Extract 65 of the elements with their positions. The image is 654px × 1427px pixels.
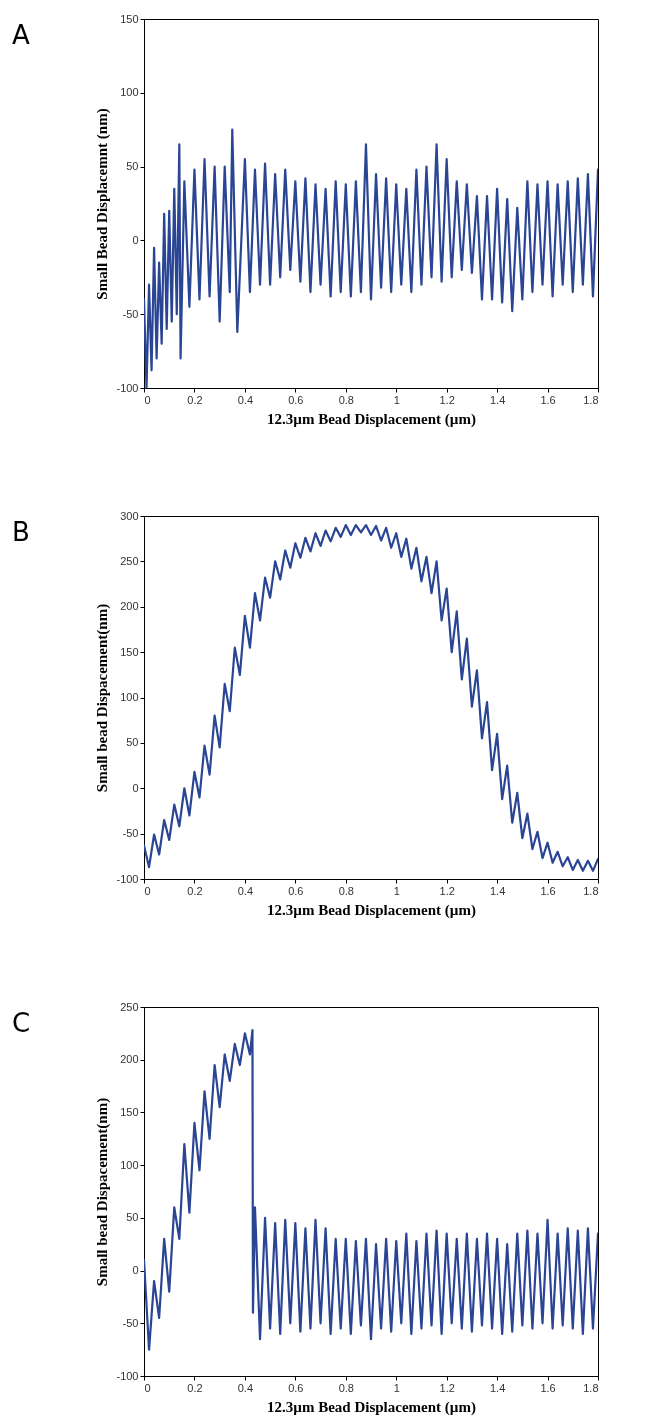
y-tick-label: 50 [126, 736, 139, 749]
x-tick-label: 0.4 [237, 884, 254, 897]
y-tick-label: 50 [126, 160, 139, 173]
x-tick-label: 0.8 [338, 393, 354, 406]
y-axis-title: Small Bead Displacemnt (nm) [94, 108, 112, 300]
line-series [144, 1029, 598, 1351]
x-tick-label: 0.8 [338, 1381, 354, 1394]
y-tick-label: -50 [122, 1316, 139, 1329]
y-tick-label: 0 [132, 1264, 139, 1277]
x-tick-label: 1.4 [489, 1381, 506, 1394]
y-tick-label: -100 [116, 872, 139, 885]
line-series [144, 523, 598, 872]
x-tick-label: 1.2 [439, 884, 455, 897]
x-tick-label: 0.2 [187, 1381, 203, 1394]
line-series [144, 128, 598, 388]
x-tick-label: 0 [144, 884, 151, 897]
y-tick-label: -100 [116, 1369, 139, 1382]
x-axis-title: 12.3µm Bead Displacement (µm) [267, 901, 476, 919]
y-axis-title: Small bead Dispacement(nm) [94, 603, 112, 793]
y-tick-label: 150 [120, 645, 139, 658]
x-tick-label: 1.6 [540, 1381, 556, 1394]
x-tick-label: 0.8 [338, 884, 354, 897]
x-tick-label: 1.8 [583, 884, 599, 897]
x-tick-label: 1 [393, 393, 400, 406]
x-tick-label: 0.6 [288, 884, 304, 897]
y-tick-label: 50 [126, 1211, 139, 1224]
y-tick-label: 0 [132, 233, 139, 246]
x-tick-label: 1 [393, 1381, 400, 1394]
x-tick-label: 1.4 [489, 393, 506, 406]
x-tick-label: 0.2 [187, 884, 203, 897]
y-tick-label: 100 [120, 1158, 139, 1171]
x-tick-label: 0.6 [288, 393, 304, 406]
x-tick-label: 1.4 [489, 884, 506, 897]
x-tick-label: 1.6 [540, 393, 556, 406]
y-tick-label: 200 [120, 600, 139, 613]
y-tick-label: 150 [120, 1105, 139, 1118]
x-tick-label: 1 [393, 884, 400, 897]
x-tick-label: 1.2 [439, 1381, 455, 1394]
x-axis-title: 12.3µm Bead Displacement (µm) [267, 1398, 476, 1416]
y-tick-label: -50 [122, 827, 139, 840]
y-tick-label: 100 [120, 691, 139, 703]
x-tick-label: 1.8 [583, 393, 599, 406]
y-axis-title: Small bead Dispacement(nm) [94, 1097, 112, 1287]
y-tick-label: 0 [132, 781, 139, 794]
chart-title: B [12, 517, 30, 547]
y-tick-label: 150 [120, 12, 139, 25]
y-tick-label: 250 [120, 554, 139, 567]
y-tick-label: 200 [120, 1053, 139, 1066]
y-tick-label: -100 [116, 381, 139, 394]
y-tick-label: -50 [122, 307, 139, 320]
chart-title: C [12, 1008, 31, 1038]
chart-title: A [12, 20, 30, 50]
x-tick-label: 1.6 [540, 884, 556, 897]
x-tick-label: 0 [144, 393, 151, 406]
x-tick-label: 1.8 [583, 1381, 599, 1394]
x-tick-label: 0.4 [237, 393, 254, 406]
x-tick-label: 0.2 [187, 393, 203, 406]
y-tick-label: 100 [120, 86, 139, 99]
x-tick-label: 0.4 [237, 1381, 254, 1394]
x-tick-label: 0.6 [288, 1381, 304, 1394]
y-tick-label: 300 [120, 509, 139, 522]
x-tick-label: 1.2 [439, 393, 455, 406]
x-axis-title: 12.3µm Bead Displacement (µm) [267, 410, 476, 428]
y-tick-label: 250 [120, 1000, 139, 1013]
x-tick-label: 0 [144, 1381, 151, 1394]
